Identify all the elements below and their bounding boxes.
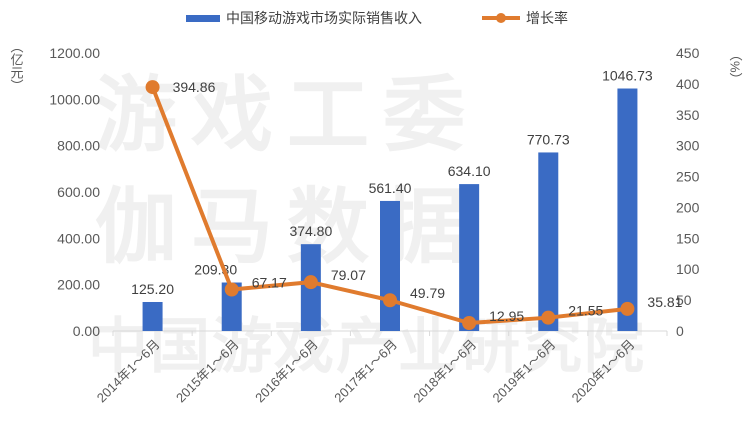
legend: 中国移动游戏市场实际销售收入 增长率 [0, 8, 750, 30]
bar-value-label: 209.30 [194, 262, 237, 278]
growth-value-label: 67.17 [252, 275, 287, 291]
y-tick-label: 600.00 [57, 184, 100, 200]
growth-value-label: 79.07 [331, 267, 366, 283]
x-category-label: 2014年1～6月 [94, 337, 163, 406]
growth-value-label: 394.86 [173, 79, 216, 95]
y2-tick-label: 100 [676, 261, 700, 277]
y2-tick-label: 50 [676, 292, 692, 308]
y-tick-label: 200.00 [57, 277, 100, 293]
bar [380, 200, 400, 331]
left-axis-unit: （亿元） [8, 40, 24, 92]
y-tick-label: 400.00 [57, 230, 100, 246]
y2-tick-label: 350 [676, 107, 700, 123]
growth-marker [462, 315, 477, 330]
x-category-label: 2016年1～6月 [252, 337, 321, 406]
bar [617, 88, 638, 331]
growth-marker [541, 310, 556, 325]
watermark-line2: 伽马数据 [95, 182, 480, 273]
y2-tick-label: 450 [676, 45, 700, 61]
y-tick-label: 800.00 [57, 138, 100, 154]
x-category-label: 2017年1～6月 [331, 337, 400, 406]
growth-value-label: 21.55 [568, 303, 603, 319]
y2-tick-label: 250 [676, 169, 700, 185]
legend-item-growth: 增长率 [482, 8, 568, 28]
growth-value-label: 49.79 [410, 285, 445, 301]
y2-tick-label: 400 [676, 76, 700, 92]
bar-value-label: 634.10 [448, 163, 491, 179]
legend-label-revenue: 中国移动游戏市场实际销售收入 [226, 10, 422, 26]
bar [538, 152, 559, 331]
x-category-label: 2018年1～6月 [410, 337, 479, 406]
y2-tick-label: 300 [676, 138, 700, 154]
bar-value-label: 1046.73 [602, 68, 653, 84]
bar [459, 184, 480, 331]
y2-tick-label: 200 [676, 199, 700, 215]
bar-value-label: 770.73 [527, 131, 570, 147]
growth-marker [224, 282, 239, 297]
bar [221, 282, 242, 331]
y-tick-label: 1000.00 [49, 91, 100, 107]
bar-value-label: 561.40 [369, 180, 412, 196]
bar [142, 301, 163, 331]
line-marker-swatch-icon [482, 13, 520, 23]
right-axis-unit: （%） [727, 48, 743, 86]
growth-marker [383, 293, 397, 308]
growth-value-label: 12.95 [489, 308, 524, 324]
bar-value-label: 125.20 [131, 281, 174, 297]
legend-label-growth: 增长率 [526, 10, 568, 26]
y2-tick-label: 150 [676, 230, 700, 246]
y-tick-label: 1200.00 [49, 45, 100, 61]
bar-value-label: 374.80 [289, 223, 332, 239]
growth-marker [303, 275, 318, 290]
x-category-label: 2019年1～6月 [490, 337, 559, 406]
bar-swatch-icon [186, 14, 220, 22]
x-category-label: 2015年1～6月 [173, 337, 242, 406]
legend-item-revenue: 中国移动游戏市场实际销售收入 [186, 8, 422, 28]
growth-marker [145, 80, 160, 95]
y-tick-label: 0.00 [73, 323, 100, 339]
x-category-label: 2020年1～6月 [569, 337, 638, 406]
growth-marker [620, 301, 635, 316]
y2-tick-label: 0 [676, 323, 684, 339]
growth-value-label: 35.81 [647, 294, 682, 310]
